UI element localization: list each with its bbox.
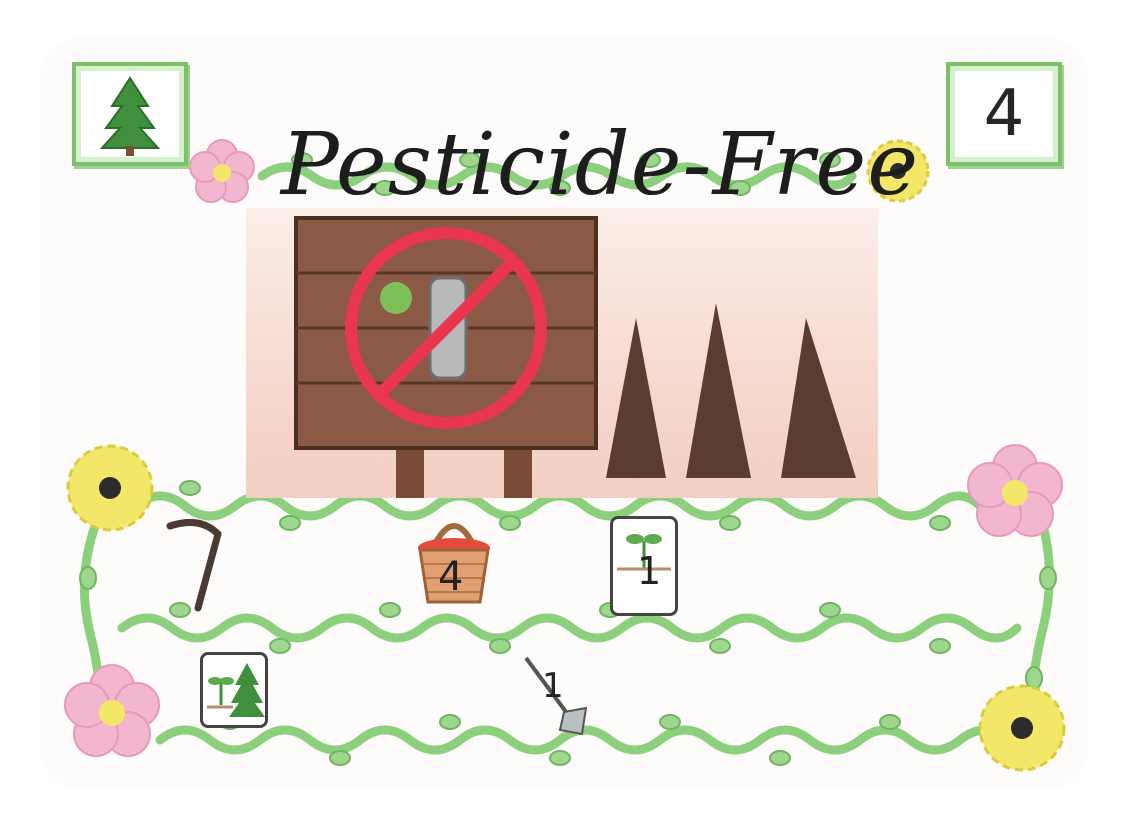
- shovel-value: 1: [542, 666, 564, 706]
- card-type-badge: [72, 62, 188, 166]
- tree-icon: [99, 76, 161, 156]
- card-title: Pesticide-Free Field: [280, 115, 920, 325]
- flower-icon: [64, 139, 1066, 772]
- no-pesticide-sign-icon: [294, 216, 856, 498]
- shovel-icon: 1: [516, 648, 596, 744]
- game-card[interactable]: Pesticide-Free Field 4: [40, 38, 1088, 788]
- scythe-icon: [166, 518, 222, 612]
- vine-frame: [64, 139, 1066, 772]
- harvest-basket-icon: 4: [410, 508, 498, 608]
- victory-points-badge: 4: [946, 62, 1062, 166]
- card-illustration: [246, 208, 878, 498]
- crop-card-icon: 1: [610, 516, 678, 616]
- crop-card-value: 1: [637, 549, 662, 593]
- harvest-basket-value: 4: [438, 554, 464, 600]
- victory-points-value: 4: [983, 77, 1025, 151]
- crop-tree-card-icon: [200, 652, 268, 728]
